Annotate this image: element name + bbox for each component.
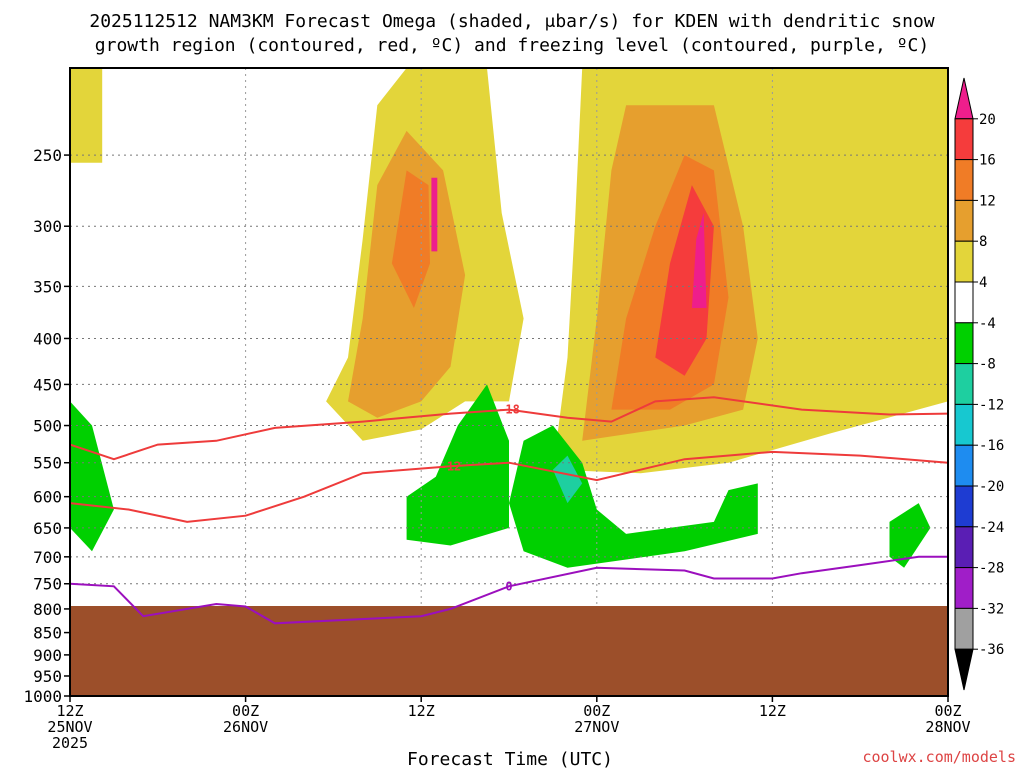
- contour-lines: -18 -12 0: [69, 396, 949, 625]
- colorbar-swatch-10: [954, 485, 974, 528]
- colorbar-label-11: -28: [979, 561, 1004, 577]
- omega-region-14: [889, 503, 931, 568]
- colorbar-label-0: 20: [979, 112, 996, 128]
- x-tick-label-3-1: 27NOV: [574, 718, 619, 736]
- x-axis-label: Forecast Time (UTC): [407, 749, 613, 768]
- y-tick-label-350: 350: [33, 277, 62, 296]
- y-tick-label-300: 300: [33, 217, 62, 236]
- omega-region-3: [391, 170, 430, 308]
- colorbar-label-9: -20: [979, 479, 1004, 495]
- y-tick-label-500: 500: [33, 417, 62, 436]
- x-tick-label-3-0: 00Z: [583, 702, 610, 720]
- contour-1: [69, 450, 949, 523]
- omega-region-10: [70, 401, 114, 552]
- y-tick-label-250: 250: [33, 146, 62, 165]
- x-tick-label-0-1: 25NOV: [47, 718, 92, 736]
- x-tick-label-1-1: 26NOV: [223, 718, 268, 736]
- chart-title-line2: growth region (contoured, red, ºC) and f…: [95, 35, 929, 56]
- x-tick-label-5-0: 00Z: [934, 702, 961, 720]
- y-tick-label-850: 850: [33, 624, 62, 643]
- terrain-ground: [70, 606, 948, 696]
- colorbar-label-13: -36: [979, 642, 1004, 658]
- y-tick-label-700: 700: [33, 548, 62, 567]
- colorbar-swatch-11: [954, 526, 974, 569]
- x-tick-label-0-0: 12Z: [56, 702, 83, 720]
- x-tick-label-5-1: 28NOV: [925, 718, 970, 736]
- y-tick-label-550: 550: [33, 454, 62, 473]
- colorbar-swatch-4: [954, 240, 974, 283]
- plot-area: -18 -12 0: [69, 67, 949, 697]
- x-tick-label-0-2: 2025: [52, 734, 88, 752]
- colorbar-cap-bottom: [954, 648, 974, 691]
- y-tick-label-800: 800: [33, 600, 62, 619]
- contour-label-0: -18: [498, 403, 520, 417]
- x-tick-label-1-0: 00Z: [232, 702, 259, 720]
- colorbar-swatch-2: [954, 159, 974, 201]
- colorbar-swatch-9: [954, 444, 974, 487]
- colorbar-swatch-1: [954, 118, 974, 161]
- plot-frame: [69, 67, 949, 697]
- colorbar-label-10: -24: [979, 520, 1004, 536]
- colorbar-label-6: -8: [979, 357, 996, 373]
- credit-label: coolwx.com/models: [862, 748, 1016, 766]
- omega-region-13: [552, 455, 583, 504]
- contour-label-1: -12: [440, 459, 462, 473]
- y-tick-label-900: 900: [33, 646, 62, 665]
- colorbar-label-12: -32: [979, 601, 1004, 617]
- y-axis: 250 300 350 400 450 500 550 600 650 700 750 800 850 9…: [23, 146, 70, 706]
- omega-region-9: [691, 213, 707, 308]
- contour-2: [69, 555, 948, 625]
- colorbar-label-3: 8: [979, 234, 987, 250]
- y-tick-label-400: 400: [33, 329, 62, 348]
- omega-region-4: [431, 177, 438, 252]
- colorbar-swatch-13: [954, 607, 974, 650]
- y-tick-label-950: 950: [33, 667, 62, 686]
- chart-title-line1: 2025112512 NAM3KM Forecast Omega (shaded…: [89, 11, 934, 32]
- colorbar-cap-top: [954, 77, 974, 120]
- colorbar-label-1: 16: [979, 153, 996, 169]
- y-tick-label-450: 450: [33, 375, 62, 394]
- colorbar-swatch-3: [954, 199, 974, 242]
- omega-shading: [70, 68, 948, 568]
- y-tick-label-750: 750: [33, 575, 62, 594]
- colorbar-label-5: -4: [979, 316, 996, 332]
- colorbar-label-2: 12: [979, 193, 996, 209]
- colorbar: 20 16 12 8 4 -4 -8 -12 -16 -20 -24 -28 -32 -36: [954, 77, 1004, 691]
- y-tick-label-650: 650: [33, 519, 62, 538]
- colorbar-swatch-12: [954, 567, 974, 609]
- colorbar-swatch-6: [954, 322, 974, 365]
- x-tick-label-2-0: 12Z: [408, 702, 435, 720]
- x-tick-label-4-0: 12Z: [759, 702, 786, 720]
- colorbar-swatch-5: [954, 281, 974, 324]
- colorbar-swatch-7: [954, 363, 974, 405]
- colorbar-label-4: 4: [979, 275, 987, 291]
- colorbar-label-8: -16: [979, 438, 1004, 454]
- colorbar-swatch-8: [954, 403, 974, 446]
- colorbar-label-7: -12: [979, 397, 1004, 413]
- contour-label-2: 0: [505, 579, 512, 593]
- y-tick-label-1000: 1000: [23, 687, 62, 706]
- omega-region-0: [70, 68, 103, 163]
- contour-0: [69, 396, 949, 461]
- omega-region-12: [509, 425, 758, 568]
- y-tick-label-600: 600: [33, 488, 62, 507]
